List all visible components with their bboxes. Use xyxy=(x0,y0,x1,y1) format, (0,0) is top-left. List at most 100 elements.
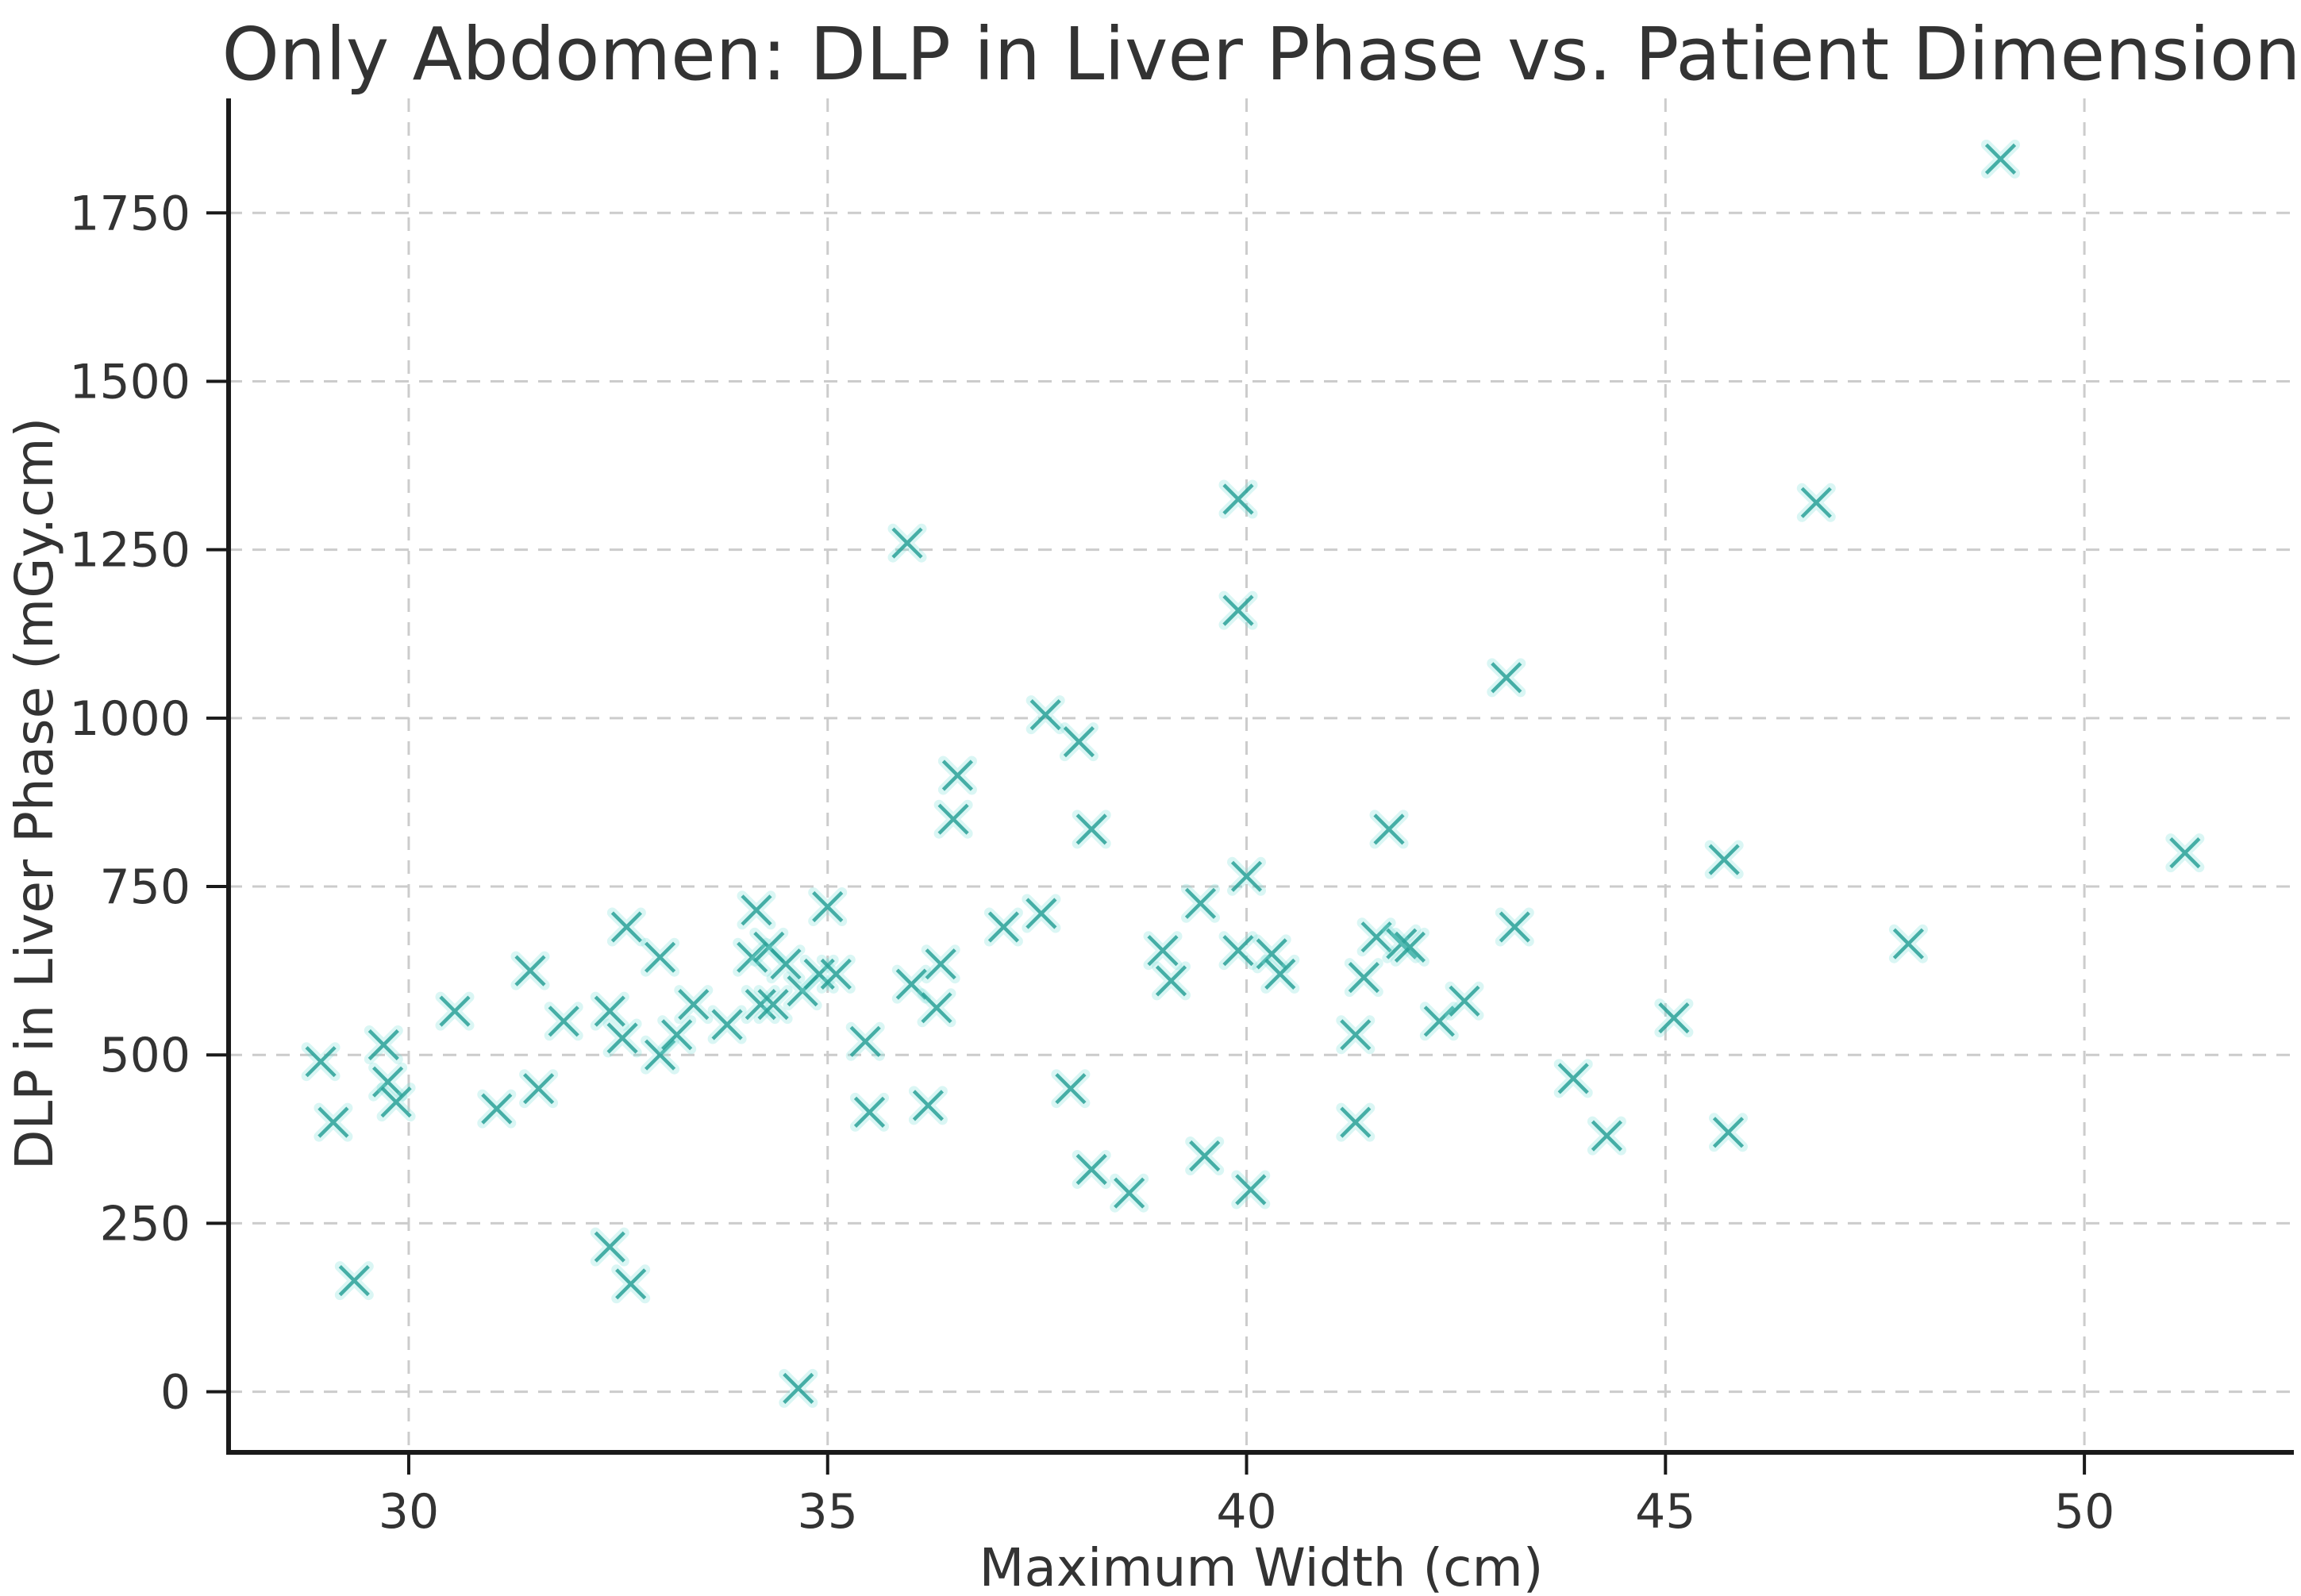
marker-x-glyph xyxy=(745,989,776,1021)
data-point-marker xyxy=(908,1086,948,1125)
marker-x-glyph xyxy=(380,1086,412,1118)
marker-x-glyph xyxy=(711,1009,743,1040)
marker-x-glyph xyxy=(1360,921,1392,953)
marker-x-glyph xyxy=(1222,483,1254,515)
data-point-marker xyxy=(887,523,927,563)
marker-x-glyph xyxy=(481,1093,513,1125)
grid-lines xyxy=(229,98,2294,1452)
data-point-marker xyxy=(1981,139,2020,179)
data-point-marker xyxy=(1181,883,1220,923)
data-point-marker xyxy=(1704,840,1744,879)
marker-x-glyph xyxy=(1348,962,1379,994)
data-point-marker xyxy=(816,954,856,994)
marker-x-glyph xyxy=(853,1096,886,1128)
marker-x-glyph xyxy=(439,995,471,1027)
data-point-marker xyxy=(544,1002,583,1041)
data-point-marker xyxy=(334,1261,374,1301)
data-point-marker xyxy=(477,1089,517,1129)
data-point-marker xyxy=(1390,927,1429,967)
data-point-marker xyxy=(1025,695,1065,735)
marker-x-glyph xyxy=(1658,1002,1690,1034)
data-point-marker xyxy=(707,1005,747,1044)
data-point-marker xyxy=(1419,1002,1459,1041)
x-tick-label: 40 xyxy=(1216,1484,1276,1540)
marker-x-glyph xyxy=(610,911,642,943)
x-tick-label: 45 xyxy=(1635,1484,1695,1540)
data-point-marker xyxy=(1369,810,1409,849)
data-point-marker xyxy=(737,890,776,930)
data-point-marker xyxy=(850,1092,889,1132)
marker-x-glyph xyxy=(594,995,625,1027)
marker-x-glyph xyxy=(1063,726,1095,758)
marker-x-glyph xyxy=(1800,486,1832,518)
data-point-marker xyxy=(314,1102,353,1142)
marker-x-glyph xyxy=(678,989,710,1021)
data-point-marker xyxy=(519,1069,559,1109)
marker-x-glyph xyxy=(367,1029,399,1061)
marker-x-glyph xyxy=(372,1066,404,1098)
data-point-marker xyxy=(779,1368,818,1408)
data-point-marker xyxy=(1110,1173,1149,1213)
marker-x-glyph xyxy=(937,803,969,835)
data-point-marker xyxy=(1336,1102,1376,1142)
data-point-marker xyxy=(1495,907,1534,947)
data-point-marker xyxy=(741,985,780,1025)
data-point-marker xyxy=(641,937,680,977)
marker-x-glyph xyxy=(1075,813,1107,845)
data-point-marker xyxy=(368,1062,408,1102)
data-point-marker xyxy=(1382,924,1422,963)
marker-x-glyph xyxy=(1491,662,1522,694)
marker-x-glyph xyxy=(1189,1140,1221,1172)
marker-x-glyph xyxy=(770,948,802,980)
marker-x-glyph xyxy=(606,1022,638,1054)
data-point-marker xyxy=(1185,1136,1225,1175)
y-axis-label: DLP in Liver Phase (mGy.cm) xyxy=(4,417,65,1171)
data-point-marker xyxy=(921,944,960,984)
data-point-marker xyxy=(435,991,475,1031)
marker-x-glyph xyxy=(514,955,546,986)
marker-x-glyph xyxy=(1386,928,1418,960)
marker-x-glyph xyxy=(912,1090,944,1121)
data-point-marker xyxy=(1218,479,1258,519)
data-point-marker xyxy=(1553,1059,1593,1098)
marker-x-glyph xyxy=(1184,887,1217,919)
data-point-marker xyxy=(1218,590,1258,630)
marker-x-glyph xyxy=(812,890,844,923)
marker-x-glyph xyxy=(1340,1106,1372,1138)
marker-x-glyph xyxy=(1235,1174,1267,1206)
x-tick-label: 50 xyxy=(2054,1484,2114,1540)
marker-x-glyph xyxy=(305,1046,337,1078)
marker-x-glyph xyxy=(820,958,852,990)
marker-x-glyph xyxy=(1055,1073,1087,1105)
marker-x-glyph xyxy=(921,992,952,1024)
marker-x-glyph xyxy=(645,941,676,973)
data-point-marker xyxy=(753,985,793,1025)
marker-x-glyph xyxy=(645,1039,676,1071)
marker-x-glyph xyxy=(661,1019,693,1051)
data-point-marker xyxy=(1888,924,1928,963)
data-point-marker xyxy=(674,985,714,1025)
data-point-marker xyxy=(933,799,973,839)
data-point-marker xyxy=(766,944,806,984)
marker-x-glyph xyxy=(1025,898,1057,929)
data-point-marker xyxy=(606,907,646,947)
data-point-marker xyxy=(611,1264,651,1304)
data-point-marker xyxy=(376,1083,416,1122)
marker-x-glyph xyxy=(737,941,768,973)
data-point-marker xyxy=(1709,1113,1748,1152)
y-tick-label: 1250 xyxy=(69,523,190,579)
axes-spines xyxy=(226,98,2294,1455)
marker-x-glyph xyxy=(987,911,1019,943)
marker-x-glyph xyxy=(1256,938,1287,970)
marker-x-glyph xyxy=(1147,935,1179,967)
data-point-markers xyxy=(301,139,2205,1408)
marker-x-glyph xyxy=(1984,143,2017,175)
marker-x-glyph xyxy=(1892,928,1924,960)
data-point-marker xyxy=(1072,810,1111,849)
x-axis-label: Maximum Width (cm) xyxy=(979,1537,1544,1596)
y-tick-label: 500 xyxy=(99,1028,190,1083)
data-point-marker xyxy=(891,964,931,1004)
marker-x-glyph xyxy=(1114,1177,1145,1209)
marker-x-glyph xyxy=(1423,1006,1455,1037)
